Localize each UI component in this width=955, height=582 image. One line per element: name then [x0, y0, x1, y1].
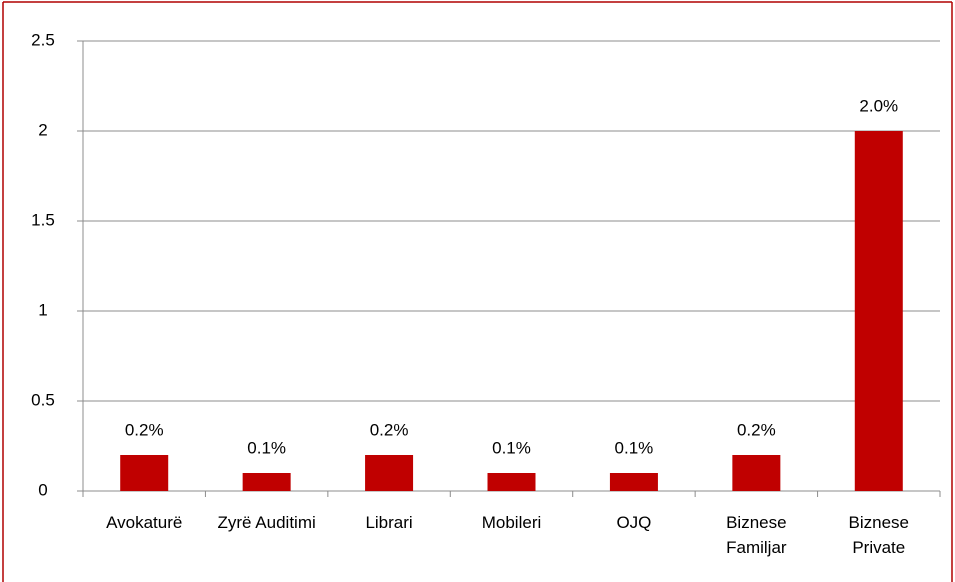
x-tick-label: Mobileri [481, 513, 542, 532]
bar [242, 473, 291, 491]
x-tick-label: OJQ [616, 513, 652, 532]
y-tick-label: 1.5 [31, 210, 55, 229]
data-label: 0.2% [125, 420, 164, 439]
bar [120, 455, 169, 491]
x-tick-label: Zyrë Auditimi [217, 513, 316, 532]
bar [365, 455, 414, 491]
data-label: 2.0% [859, 96, 898, 115]
data-label: 0.2% [737, 420, 776, 439]
y-tick-label: 2 [38, 120, 47, 139]
y-tick-label: 0.5 [31, 390, 55, 409]
x-tick-label: Avokaturë [106, 513, 183, 532]
y-tick-label: 0 [38, 480, 47, 499]
data-label: 0.1% [247, 438, 286, 457]
data-label: 0.2% [370, 420, 409, 439]
bar [609, 473, 658, 491]
bar [732, 455, 781, 491]
bar [487, 473, 536, 491]
data-label: 0.1% [492, 438, 531, 457]
y-tick-label: 2.5 [31, 30, 55, 49]
x-tick-label: Librari [365, 513, 413, 532]
y-tick-label: 1 [38, 300, 47, 319]
x-tick-label: Biznese Familjar [726, 513, 787, 557]
bar [854, 131, 903, 491]
data-label: 0.1% [615, 438, 654, 457]
x-tick-label: Biznese Private [848, 513, 910, 557]
